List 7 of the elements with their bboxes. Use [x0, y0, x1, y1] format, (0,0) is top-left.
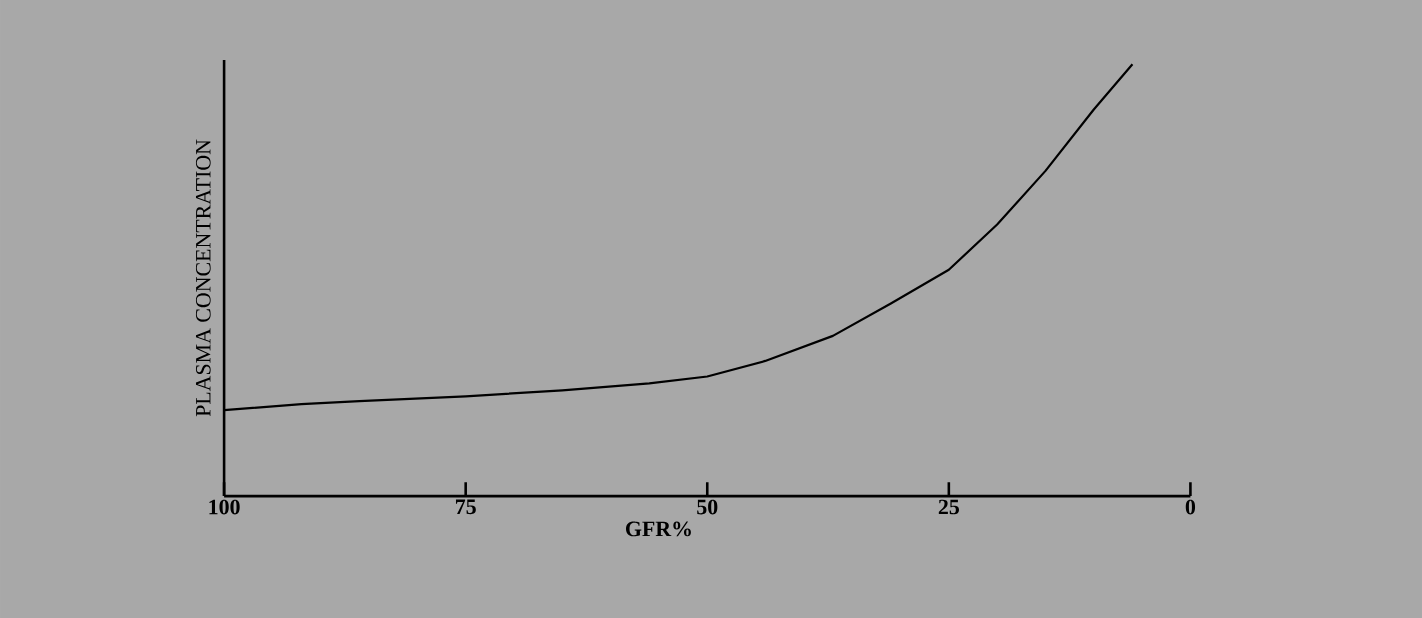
x-axis-title: GFR%: [625, 521, 691, 537]
x-tick-label: 75: [455, 499, 476, 515]
x-tick-label: 0: [1185, 499, 1196, 515]
y-axis-title: PLASMA CONCENTRATION: [195, 139, 211, 417]
x-tick-label: 25: [938, 499, 959, 515]
x-tick-label: 100: [209, 499, 240, 515]
x-tick-label: 50: [697, 499, 718, 515]
